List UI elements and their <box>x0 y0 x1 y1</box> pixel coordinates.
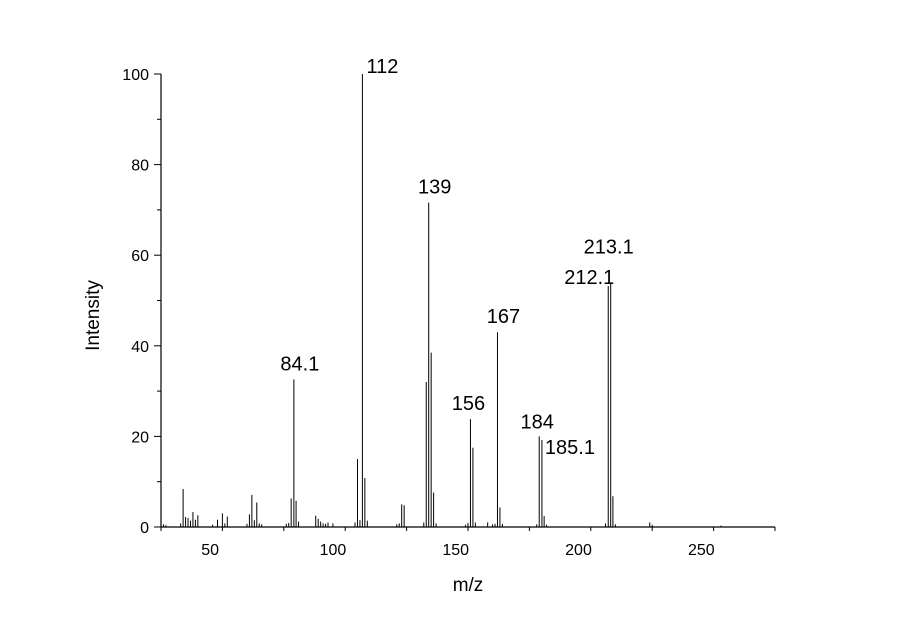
x-ticks: 50 100 150 200 250 <box>160 527 776 559</box>
peak-label: 139 <box>418 177 451 199</box>
x-tick-label: 250 <box>688 542 715 559</box>
peak-annotations: 84.1 112 139 156 167 184 185.1 212.1 213.1 <box>280 56 633 459</box>
y-tick-label: 20 <box>131 429 149 446</box>
x-tick-label: 150 <box>442 542 469 559</box>
y-axis-title: Intensity <box>83 280 104 351</box>
y-tick-label: 100 <box>122 67 149 84</box>
x-tick-label: 100 <box>320 542 347 559</box>
peak-label: 185.1 <box>545 437 595 459</box>
peak-label: 167 <box>487 306 520 328</box>
peak-label: 84.1 <box>280 353 319 375</box>
peak-label: 156 <box>452 393 485 415</box>
peak-label: 212.1 <box>564 267 614 289</box>
y-ticks: 0 20 40 60 80 100 <box>122 67 161 537</box>
y-tick-label: 0 <box>140 520 149 537</box>
y-tick-label: 60 <box>131 248 149 265</box>
peak-label: 213.1 <box>584 236 634 258</box>
peak-bars <box>162 74 722 527</box>
y-tick-label: 80 <box>131 158 149 175</box>
x-axis-title: m/z <box>453 575 484 596</box>
peak-label: 112 <box>366 56 398 78</box>
peak-label: 184 <box>521 411 554 433</box>
y-tick-label: 40 <box>131 339 149 356</box>
x-tick-label: 50 <box>201 542 219 559</box>
x-tick-label: 200 <box>565 542 592 559</box>
